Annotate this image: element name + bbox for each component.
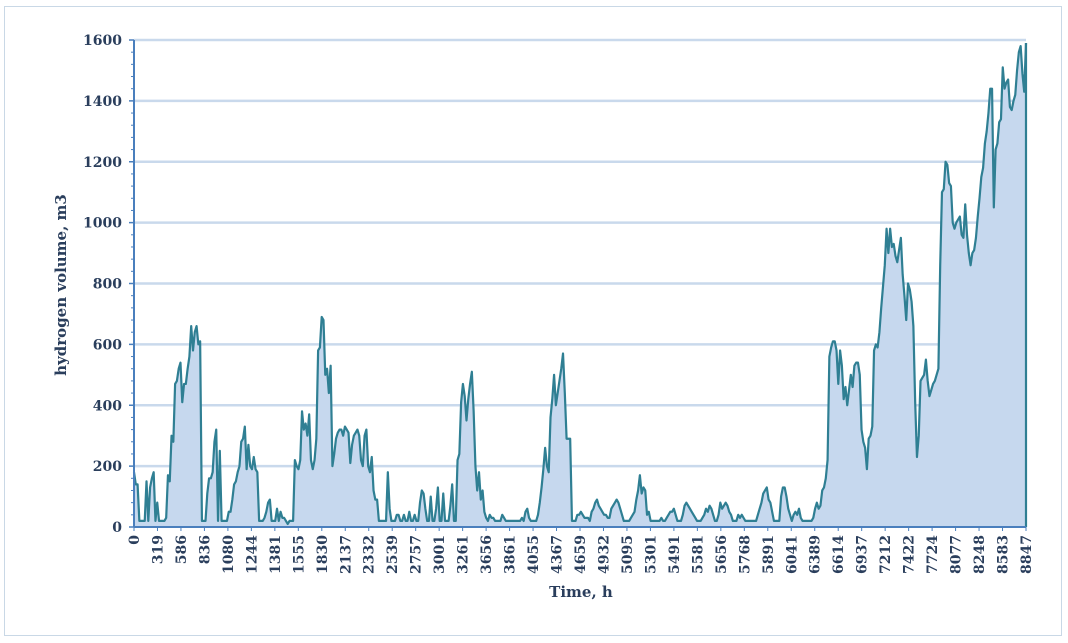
x-axis: 0 319 586 836 1080 1244 1381 1555 1830 2137 2332 25… (127, 526, 1035, 574)
x-tick-label-3861: 3861 (503, 535, 519, 574)
x-tick-label-3656: 3656 (479, 535, 495, 574)
x-tick-label-5095: 5095 (620, 535, 636, 574)
x-tick-label-1381: 1381 (268, 535, 284, 574)
y-tick-label-1400: 1400 (83, 94, 122, 110)
x-tick-label-8248: 8248 (972, 535, 988, 574)
y-tick-label-400: 400 (93, 398, 122, 414)
x-tick-label-8583: 8583 (996, 535, 1012, 574)
x-tick-label-8847: 8847 (1019, 535, 1035, 574)
x-tick-label-4932: 4932 (596, 535, 612, 574)
series-line (132, 42, 1028, 526)
x-tick-label-5891: 5891 (761, 535, 777, 574)
y-axis-title: hydrogen volume, m3 (52, 194, 70, 376)
y-tick-label-800: 800 (93, 277, 122, 293)
x-tick-label-4659: 4659 (573, 535, 589, 574)
x-tick-label-6389: 6389 (808, 535, 824, 574)
y-tick-label-600: 600 (93, 337, 122, 353)
x-tick-label-1244: 1244 (244, 535, 260, 574)
x-tick-label-1830: 1830 (315, 535, 331, 574)
x-tick-label-4367: 4367 (550, 535, 566, 574)
x-tick-label-3261: 3261 (456, 535, 472, 574)
x-tick-label-586: 586 (174, 535, 190, 564)
x-tick-label-0: 0 (127, 535, 143, 545)
y-axis: 0 200 400 600 800 1000 1200 1400 1600 (83, 33, 135, 536)
y-tick-label-1600: 1600 (83, 33, 122, 49)
x-tick-label-6937: 6937 (855, 535, 871, 574)
plot-area (132, 42, 1028, 527)
x-tick-label-2757: 2757 (409, 535, 425, 574)
x-tick-label-2332: 2332 (362, 535, 378, 574)
x-tick-label-7724: 7724 (925, 535, 941, 574)
x-tick-label-5581: 5581 (690, 535, 706, 574)
series-area-fill (134, 43, 1026, 527)
x-tick-label-6041: 6041 (784, 535, 800, 574)
x-axis-title: Time, h (549, 583, 613, 601)
x-tick-label-7212: 7212 (878, 535, 894, 574)
y-tick-label-200: 200 (93, 459, 122, 475)
y-tick-label-1000: 1000 (83, 216, 122, 232)
x-tick-label-836: 836 (197, 535, 213, 564)
x-tick-label-5491: 5491 (667, 535, 683, 574)
y-tick-label-1200: 1200 (83, 155, 122, 171)
x-tick-label-1555: 1555 (291, 535, 307, 574)
x-tick-label-6614: 6614 (831, 535, 847, 574)
x-tick-label-5656: 5656 (714, 535, 730, 574)
x-tick-label-3001: 3001 (432, 535, 448, 574)
x-tick-label-5301: 5301 (643, 535, 659, 574)
y-tick-label-0: 0 (112, 520, 122, 536)
x-tick-label-5768: 5768 (737, 535, 753, 574)
x-tick-label-1080: 1080 (221, 535, 237, 574)
x-tick-label-2539: 2539 (385, 535, 401, 574)
x-tick-label-319: 319 (150, 535, 166, 564)
x-tick-label-2137: 2137 (338, 535, 354, 574)
x-tick-label-4055: 4055 (526, 535, 542, 574)
x-tick-label-8077: 8077 (949, 535, 965, 574)
x-tick-label-7422: 7422 (902, 535, 918, 574)
